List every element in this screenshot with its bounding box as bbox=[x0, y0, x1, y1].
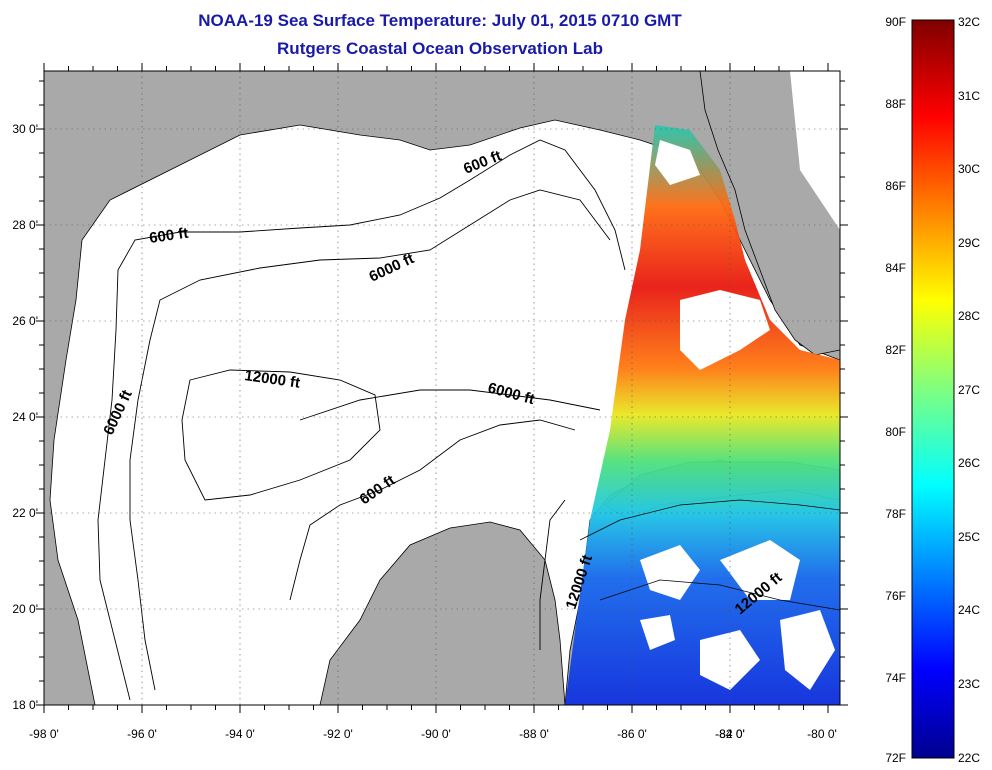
lon-tick-label: -82 0' bbox=[715, 727, 745, 741]
fahrenheit-label: 90F bbox=[885, 15, 906, 29]
fahrenheit-label: 78F bbox=[885, 507, 906, 521]
fahrenheit-label: 72F bbox=[885, 751, 906, 765]
lon-tick-label: -94 0' bbox=[225, 727, 255, 741]
cloud-patch bbox=[780, 610, 835, 690]
celsius-label: 30C bbox=[958, 162, 980, 176]
cloud-patch bbox=[640, 545, 700, 600]
longitude-axis: -98 0' -96 0' -94 0' -92 0' -90 0' -88 0… bbox=[29, 727, 837, 741]
fahrenheit-label: 84F bbox=[885, 261, 906, 275]
colorbar-fahrenheit-labels: 90F 88F 86F 84F 82F 80F 78F 76F 74F 72F bbox=[885, 15, 906, 765]
colorbar bbox=[911, 19, 955, 759]
lon-tick-label: -86 0' bbox=[617, 727, 647, 741]
lat-tick-label: 18 0' bbox=[12, 698, 38, 712]
lat-tick-label: 24 0' bbox=[12, 410, 38, 424]
lon-tick-label: -98 0' bbox=[29, 727, 59, 741]
celsius-label: 22C bbox=[958, 751, 980, 765]
lat-tick-label: 22 0' bbox=[12, 506, 38, 520]
lon-tick-label: -88 0' bbox=[519, 727, 549, 741]
celsius-label: 23C bbox=[958, 677, 980, 691]
contour-6000ft bbox=[129, 189, 611, 691]
latitude-axis: 30 0' 28 0' 26 0' 24 0' 22 0' 20 0' 18 0… bbox=[12, 122, 38, 712]
cloud-patch bbox=[655, 140, 700, 185]
contour-600ft-yucatan bbox=[289, 419, 576, 601]
map-subtitle: Rutgers Coastal Ocean Observation Lab bbox=[277, 39, 603, 58]
celsius-label: 32C bbox=[958, 15, 980, 29]
lon-tick-label: -90 0' bbox=[421, 727, 451, 741]
colorbar-celsius-labels: 32C 31C 30C 29C 28C 27C 26C 25C 24C 23C … bbox=[958, 15, 980, 765]
lat-tick-label: 30 0' bbox=[12, 122, 38, 136]
lat-tick-label: 26 0' bbox=[12, 314, 38, 328]
celsius-label: 31C bbox=[958, 89, 980, 103]
cloud-patch bbox=[680, 290, 770, 370]
contour-600ft bbox=[97, 139, 626, 701]
cloud-patch bbox=[640, 615, 675, 650]
fahrenheit-label: 88F bbox=[885, 97, 906, 111]
fahrenheit-label: 80F bbox=[885, 425, 906, 439]
map-title: NOAA-19 Sea Surface Temperature: July 01… bbox=[198, 11, 682, 30]
fahrenheit-label: 82F bbox=[885, 343, 906, 357]
lon-tick-label: -84 0' bbox=[715, 727, 745, 741]
fahrenheit-label: 86F bbox=[885, 179, 906, 193]
celsius-label: 24C bbox=[958, 603, 980, 617]
map-frame bbox=[43, 70, 841, 706]
celsius-label: 29C bbox=[958, 236, 980, 250]
graticule bbox=[44, 71, 840, 705]
celsius-label: 26C bbox=[958, 456, 980, 470]
celsius-label: 28C bbox=[958, 309, 980, 323]
atlantic-water bbox=[790, 71, 840, 230]
contour-12000ft bbox=[181, 369, 381, 501]
yucatan-land bbox=[319, 521, 566, 705]
cloud-patch bbox=[720, 540, 800, 600]
fahrenheit-label: 74F bbox=[885, 671, 906, 685]
lat-tick-label: 28 0' bbox=[12, 218, 38, 232]
contour-caribbean bbox=[579, 499, 840, 611]
lon-tick-label: -96 0' bbox=[127, 727, 157, 741]
celsius-label: 27C bbox=[958, 383, 980, 397]
fahrenheit-label: 76F bbox=[885, 589, 906, 603]
celsius-label: 25C bbox=[958, 530, 980, 544]
lat-tick-label: 20 0' bbox=[12, 602, 38, 616]
lon-tick-label: -92 0' bbox=[323, 727, 353, 741]
lon-tick-label: -80 0' bbox=[807, 727, 837, 741]
contour-label: 600 ft bbox=[148, 225, 189, 247]
axis-ticks bbox=[36, 63, 848, 713]
